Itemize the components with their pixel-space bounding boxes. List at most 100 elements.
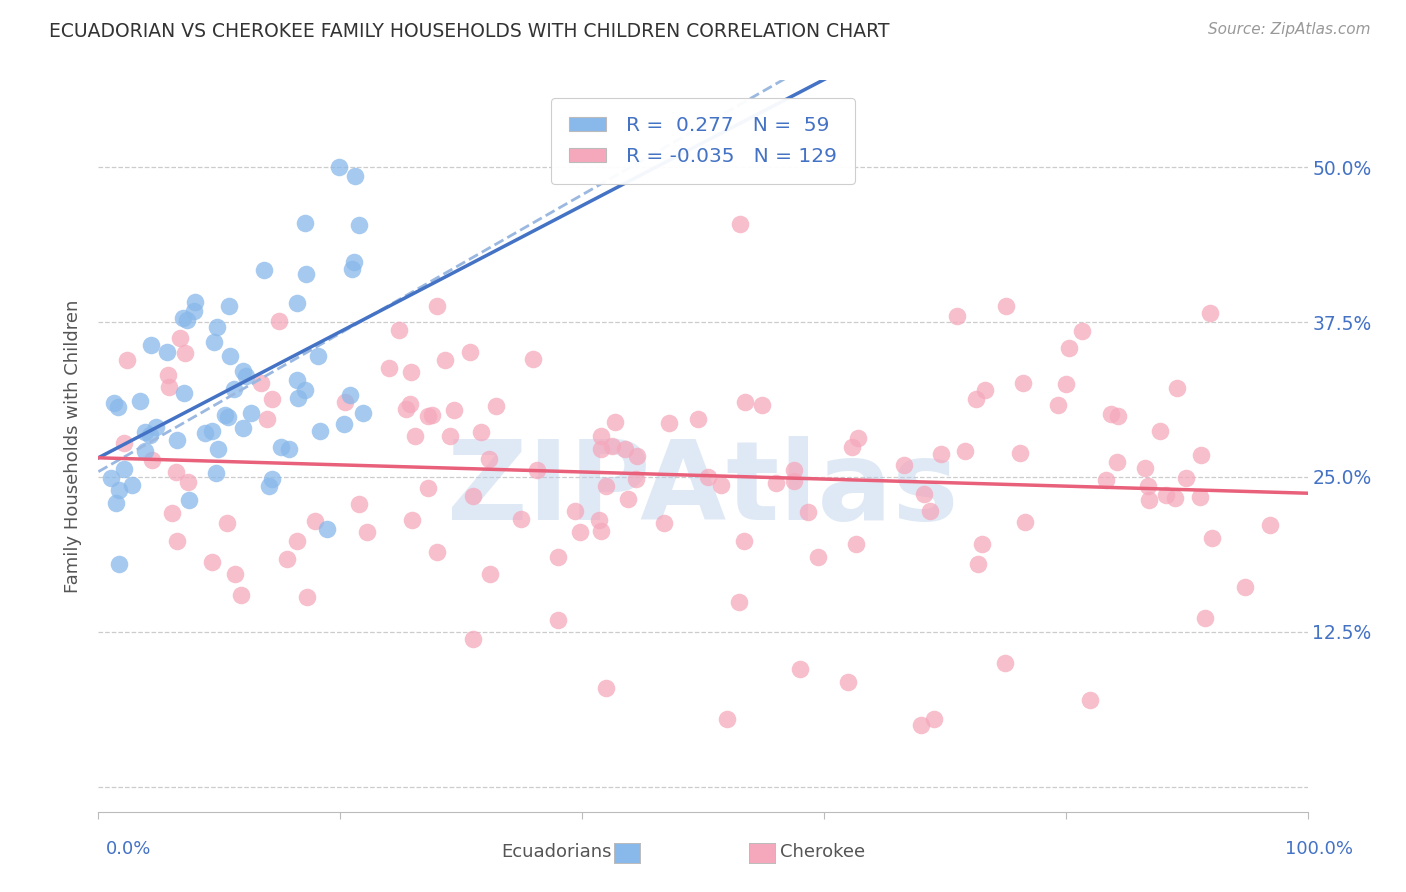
Point [141, 452, 163, 467]
Point [547, 550, 569, 565]
Point [100, 470, 122, 484]
Point [343, 169, 366, 184]
Point [138, 428, 160, 442]
Point [595, 681, 617, 695]
Point [112, 435, 135, 450]
Point [239, 406, 262, 420]
Point [426, 299, 449, 313]
Point [910, 718, 932, 732]
Point [697, 470, 720, 484]
Point [616, 492, 638, 507]
Point [253, 262, 276, 277]
Point [401, 365, 423, 379]
Point [716, 712, 738, 726]
Point [285, 296, 308, 310]
Point [1189, 448, 1212, 462]
Point [176, 312, 198, 326]
Point [1137, 492, 1160, 507]
Point [1133, 461, 1156, 475]
Point [257, 479, 280, 493]
Point [589, 442, 612, 457]
Point [179, 492, 201, 507]
Point [114, 462, 136, 476]
Point [262, 392, 284, 407]
Point [166, 534, 188, 549]
Point [470, 425, 492, 439]
Point [626, 449, 648, 463]
Point [107, 400, 129, 414]
Point [205, 467, 228, 481]
Point [1099, 407, 1122, 421]
Point [388, 323, 411, 337]
Text: ZIPAtlas: ZIPAtlas [447, 436, 959, 543]
Point [277, 442, 299, 456]
Point [1008, 446, 1031, 460]
Point [789, 662, 811, 676]
Point [946, 309, 969, 323]
Point [347, 497, 370, 511]
Point [294, 384, 316, 398]
Point [929, 447, 952, 461]
Point [728, 218, 751, 232]
Y-axis label: Family Households with Children: Family Households with Children [63, 300, 82, 592]
Point [439, 429, 461, 443]
Point [169, 331, 191, 345]
Point [1012, 376, 1035, 390]
Point [103, 396, 125, 410]
Point [1164, 491, 1187, 506]
Point [294, 216, 316, 230]
Point [276, 551, 298, 566]
Point [129, 393, 152, 408]
Point [416, 481, 439, 495]
Point [727, 595, 749, 609]
Point [1095, 473, 1118, 487]
Point [478, 567, 501, 582]
Point [145, 419, 167, 434]
Point [443, 402, 465, 417]
Point [420, 408, 443, 422]
Point [404, 429, 426, 443]
Point [267, 314, 290, 328]
Point [183, 303, 205, 318]
Point [232, 421, 254, 435]
Point [177, 475, 200, 490]
Point [184, 294, 207, 309]
Point [569, 524, 592, 539]
Point [229, 588, 252, 602]
Point [294, 267, 316, 281]
Point [1057, 341, 1080, 355]
Point [893, 458, 915, 472]
Point [848, 430, 870, 444]
Point [217, 409, 239, 424]
Point [205, 319, 228, 334]
Point [194, 425, 217, 440]
Point [1233, 580, 1256, 594]
Point [378, 361, 401, 376]
Point [156, 368, 179, 383]
Point [201, 425, 224, 439]
Point [395, 402, 418, 417]
Point [710, 478, 733, 492]
Point [564, 503, 586, 517]
Point [589, 524, 612, 538]
Point [924, 712, 946, 726]
Point [765, 475, 787, 490]
Point [1154, 488, 1177, 502]
Point [1070, 324, 1092, 338]
Point [173, 386, 195, 401]
Point [614, 442, 637, 456]
Point [966, 557, 988, 571]
Point [328, 160, 350, 174]
Point [340, 261, 363, 276]
Point [918, 504, 941, 518]
Point [160, 507, 183, 521]
Point [155, 345, 177, 359]
Point [201, 556, 224, 570]
Point [104, 496, 127, 510]
Point [249, 376, 271, 390]
Point [215, 516, 238, 530]
Point [219, 349, 242, 363]
Text: ECUADORIAN VS CHEROKEE FAMILY HOUSEHOLDS WITH CHILDREN CORRELATION CHART: ECUADORIAN VS CHEROKEE FAMILY HOUSEHOLDS… [49, 22, 890, 41]
Point [845, 537, 868, 551]
Point [218, 299, 240, 313]
